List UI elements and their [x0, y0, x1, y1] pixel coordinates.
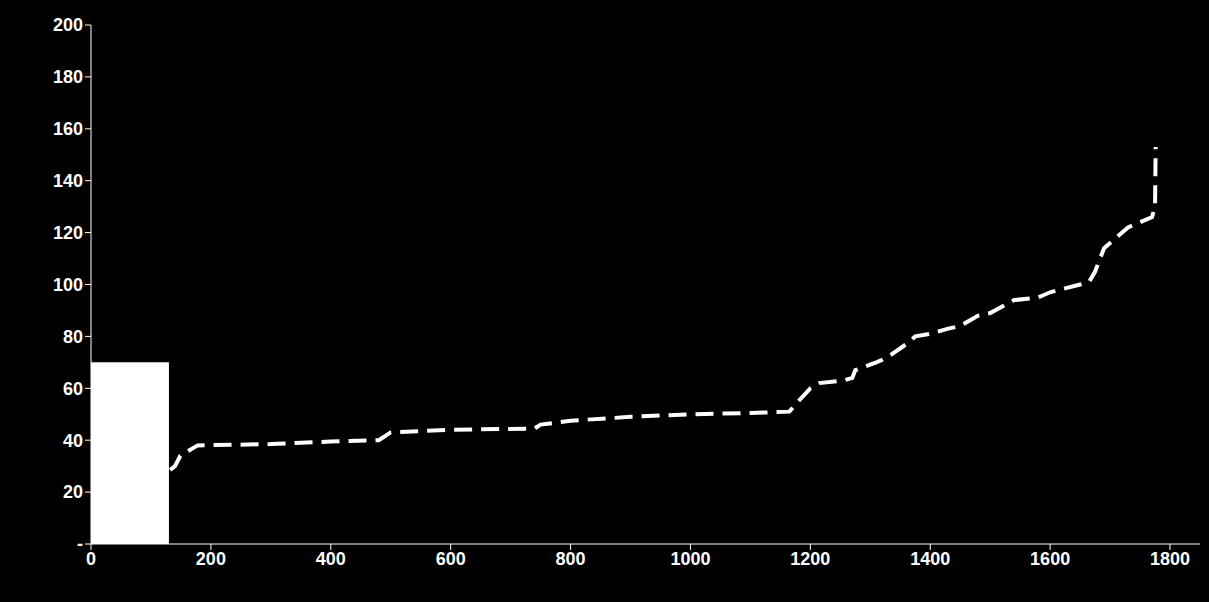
svg-text:200: 200 — [196, 549, 226, 569]
svg-text:400: 400 — [316, 549, 346, 569]
svg-text:40: 40 — [63, 431, 83, 451]
svg-text:1200: 1200 — [790, 549, 830, 569]
svg-text:1600: 1600 — [1030, 549, 1070, 569]
svg-text:80: 80 — [63, 327, 83, 347]
svg-text:200: 200 — [53, 15, 83, 35]
svg-text:0: 0 — [86, 549, 96, 569]
svg-text:600: 600 — [436, 549, 466, 569]
svg-text:20: 20 — [63, 482, 83, 502]
svg-text:160: 160 — [53, 119, 83, 139]
svg-text:60: 60 — [63, 379, 83, 399]
svg-text:180: 180 — [53, 67, 83, 87]
svg-text:-: - — [77, 534, 83, 554]
svg-text:1800: 1800 — [1150, 549, 1190, 569]
svg-text:1400: 1400 — [910, 549, 950, 569]
svg-text:140: 140 — [53, 171, 83, 191]
svg-text:100: 100 — [53, 275, 83, 295]
svg-text:800: 800 — [556, 549, 586, 569]
svg-text:120: 120 — [53, 223, 83, 243]
svg-text:1000: 1000 — [670, 549, 710, 569]
